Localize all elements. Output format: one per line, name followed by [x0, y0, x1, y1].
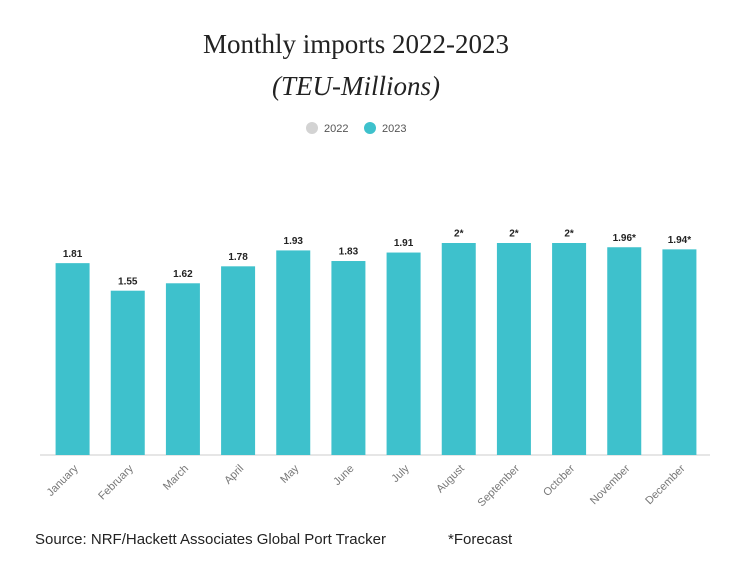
- bar: [331, 261, 366, 455]
- bar: [165, 283, 200, 455]
- x-tick-label: May: [278, 462, 302, 486]
- x-tick-label: October: [541, 462, 577, 498]
- value-label: 1.96*: [613, 233, 636, 244]
- bar: [386, 252, 421, 455]
- x-tick-label: August: [434, 463, 467, 496]
- x-tick-label: December: [643, 462, 688, 507]
- x-tick-label: September: [476, 462, 523, 509]
- x-tick-label: April: [222, 463, 246, 487]
- x-tick-label: March: [161, 463, 191, 493]
- x-tick-label: February: [96, 462, 136, 502]
- value-label: 1.91: [394, 238, 414, 249]
- value-label: 1.94*: [668, 235, 691, 246]
- value-label: 1.55: [118, 276, 138, 287]
- value-label: 1.78: [228, 252, 248, 263]
- bar: [110, 290, 145, 455]
- bar: [55, 263, 90, 455]
- value-label: 1.62: [173, 269, 193, 280]
- legend-swatch: [364, 122, 376, 134]
- legend-label: 2022: [324, 123, 348, 135]
- bar: [607, 247, 642, 455]
- x-tick-label: June: [331, 463, 356, 488]
- chart-title: Monthly imports 2022-2023: [203, 29, 509, 59]
- value-label: 2*: [454, 229, 464, 240]
- bar: [276, 250, 311, 455]
- note: *Forecast: [448, 531, 513, 548]
- bar: [496, 243, 531, 455]
- legend-label: 2023: [382, 123, 406, 135]
- legend-swatch: [306, 122, 318, 134]
- bar: [441, 243, 476, 455]
- value-label: 1.83: [339, 247, 359, 258]
- chart-subtitle: (TEU-Millions): [272, 71, 440, 101]
- value-label: 2*: [564, 229, 574, 240]
- bar: [552, 243, 587, 455]
- x-tick-label: July: [389, 462, 412, 485]
- source: Source: NRF/Hackett Associates Global Po…: [35, 531, 386, 548]
- x-tick-label: January: [45, 462, 82, 499]
- x-tick-label: November: [588, 462, 633, 507]
- bar: [221, 266, 256, 455]
- bar: [662, 249, 697, 455]
- value-label: 1.93: [284, 236, 304, 247]
- value-label: 1.81: [63, 249, 83, 260]
- value-label: 2*: [509, 229, 519, 240]
